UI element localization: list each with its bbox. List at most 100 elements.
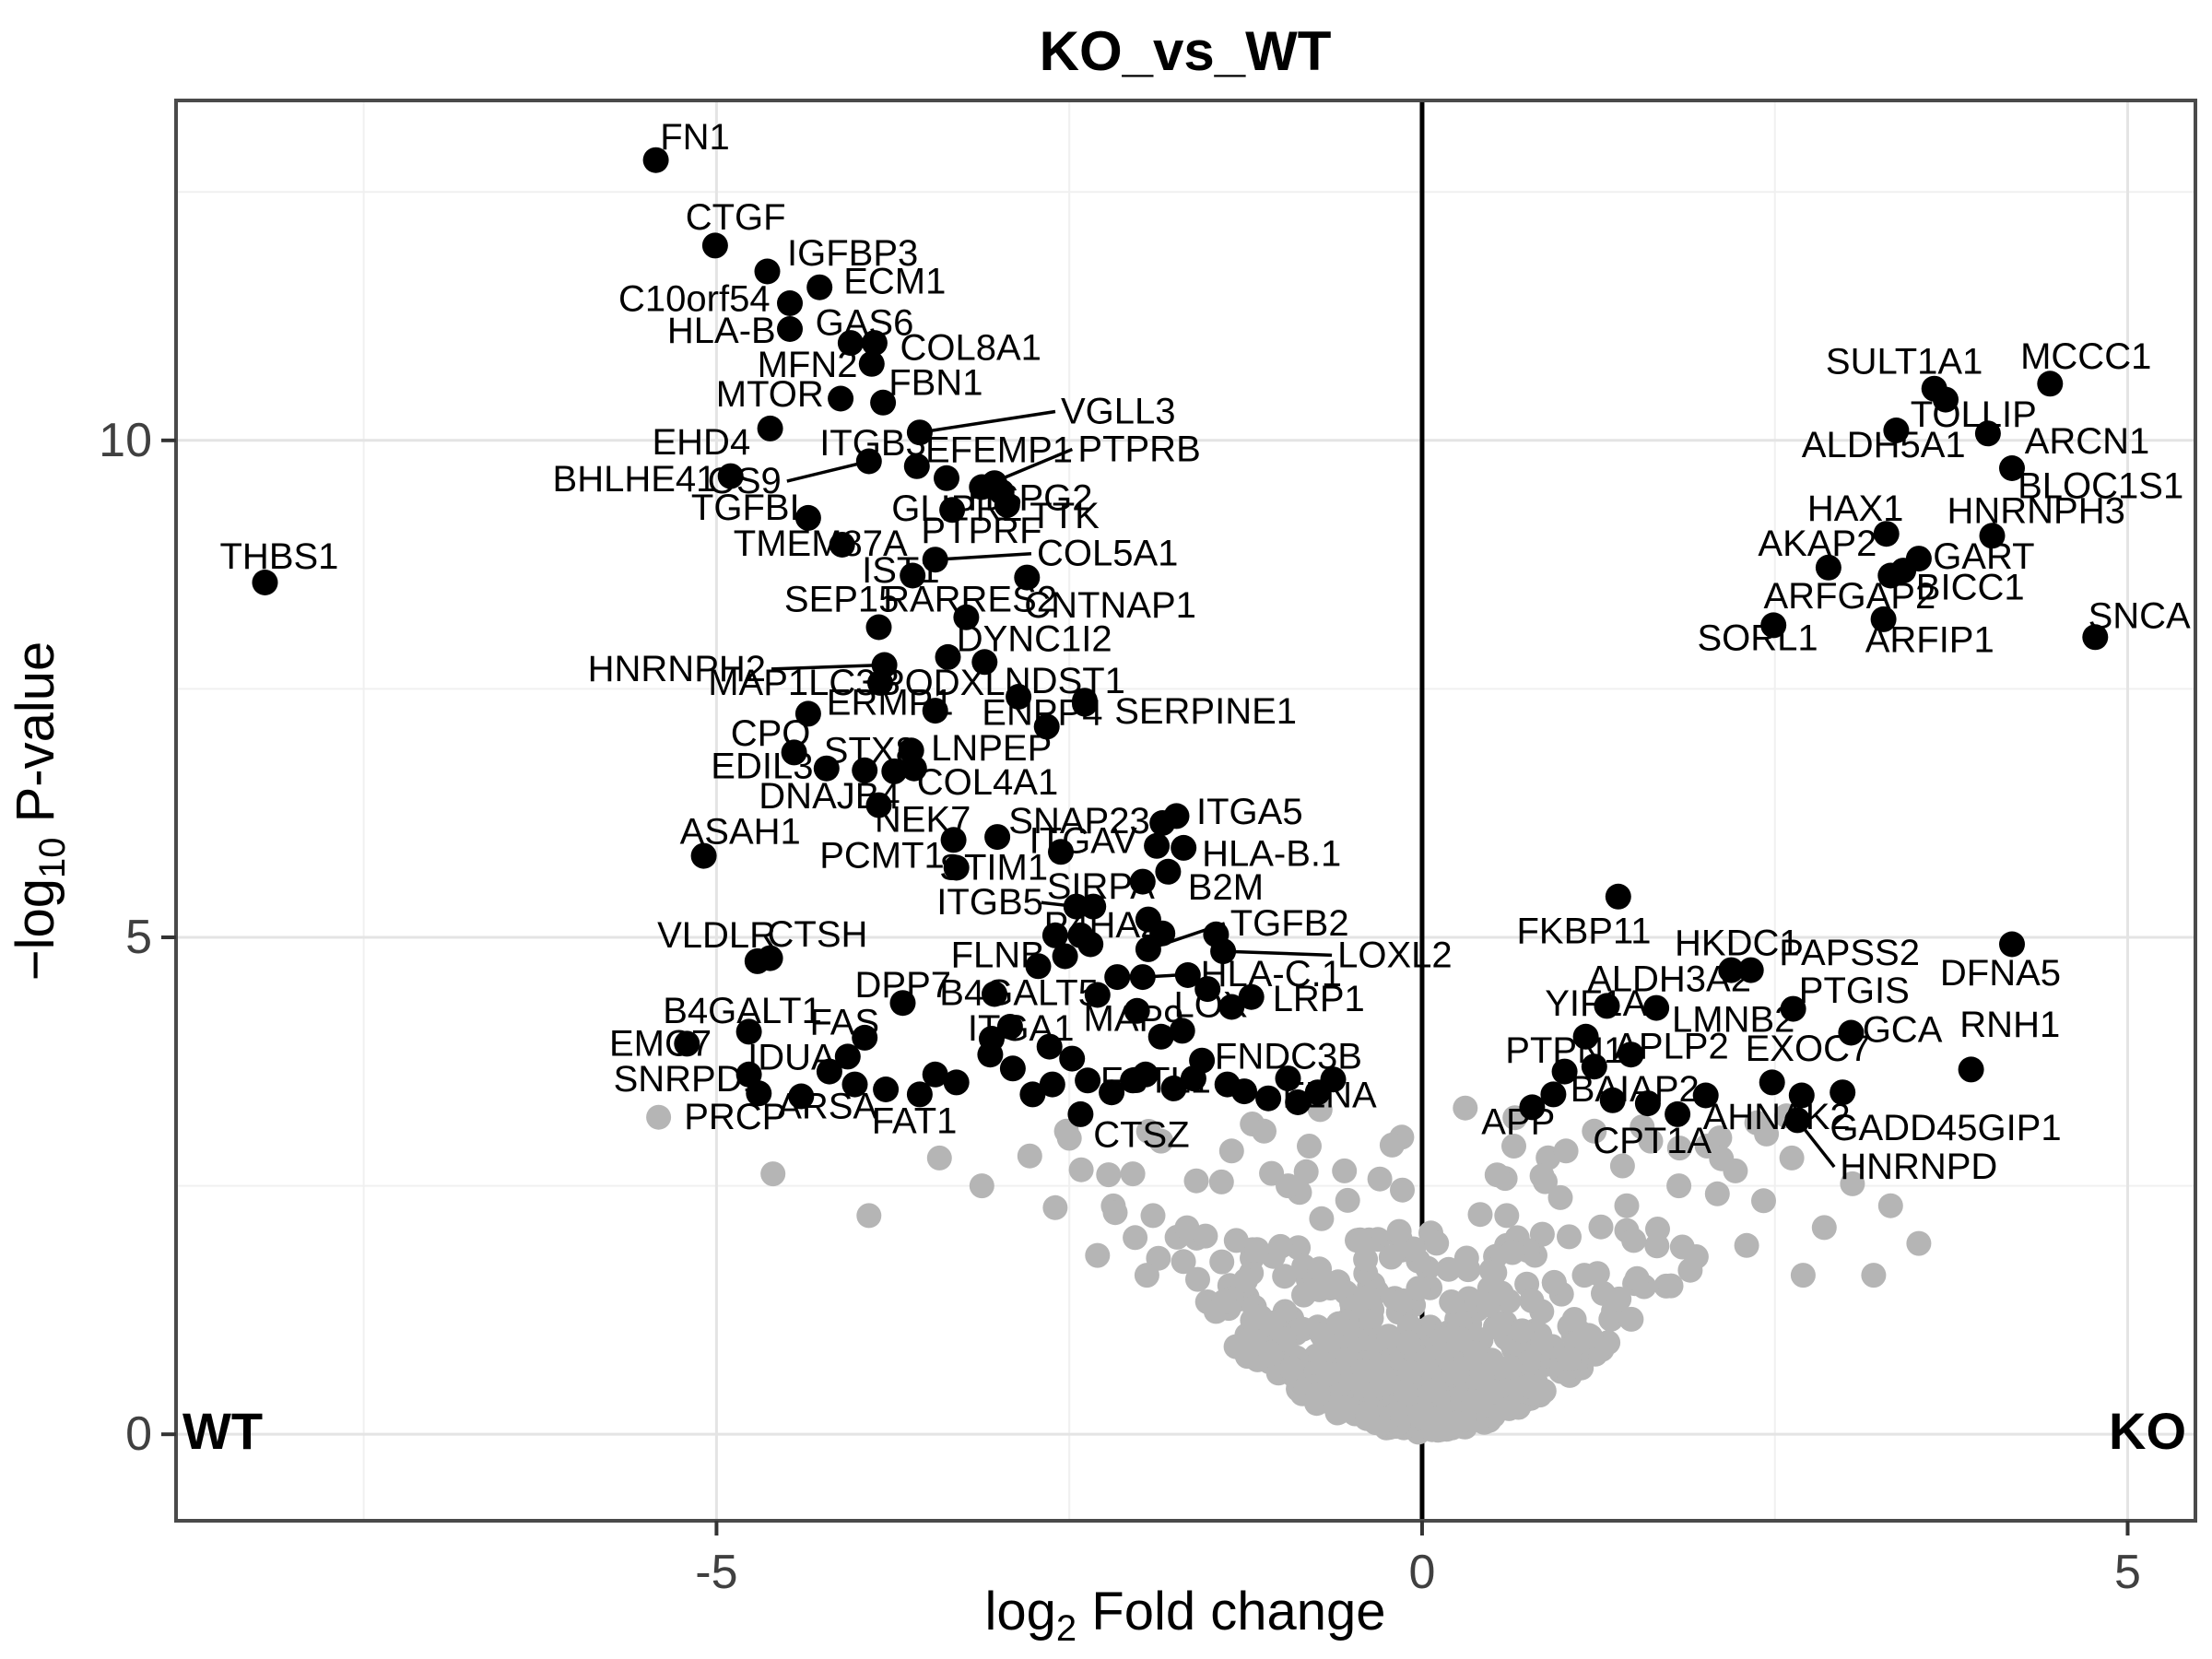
gene-label: C10orf54 bbox=[618, 279, 771, 320]
gene-point bbox=[934, 465, 959, 491]
background-point bbox=[1704, 1181, 1730, 1206]
gene-label: EHD4 bbox=[652, 422, 750, 463]
background-point bbox=[1085, 1242, 1111, 1268]
gene-point bbox=[1572, 1023, 1599, 1050]
gene-point bbox=[1883, 418, 1910, 443]
gene-point bbox=[2037, 371, 2064, 397]
gene-point bbox=[2082, 624, 2109, 651]
points-layer bbox=[252, 147, 2109, 1445]
background-point bbox=[1307, 1256, 1333, 1282]
gene-label: EFEMP1 bbox=[925, 430, 1073, 471]
background-point bbox=[1305, 1382, 1331, 1407]
background-point bbox=[1557, 1224, 1582, 1250]
background-point bbox=[1393, 1381, 1418, 1406]
gene-point bbox=[1067, 1100, 1094, 1127]
gene-label: FBN1 bbox=[888, 362, 982, 403]
background-point bbox=[1462, 1340, 1488, 1366]
significant-point bbox=[1285, 1089, 1312, 1115]
significant-point bbox=[1036, 1033, 1063, 1060]
significant-point bbox=[1194, 976, 1221, 1003]
gene-point bbox=[858, 350, 885, 377]
background-point bbox=[1183, 1168, 1209, 1194]
y-tick-label: 5 bbox=[125, 911, 152, 964]
gene-point bbox=[1014, 564, 1041, 591]
gene-label: CPQ bbox=[731, 713, 811, 754]
gene-label: ALDH3A2 bbox=[1587, 959, 1751, 999]
significant-point bbox=[1618, 1041, 1644, 1068]
gene-label: B2M bbox=[1188, 867, 1264, 908]
y-tick-label: 0 bbox=[125, 1407, 152, 1461]
background-point bbox=[1148, 1128, 1174, 1154]
background-point bbox=[1571, 1263, 1597, 1288]
background-point bbox=[1397, 1359, 1423, 1385]
gene-label: FKBP11 bbox=[1517, 912, 1652, 952]
gene-label: PTPRB bbox=[1077, 429, 1200, 470]
background-point bbox=[1134, 1263, 1159, 1288]
background-point bbox=[1561, 1307, 1587, 1332]
gene-point bbox=[1877, 562, 1904, 589]
background-point bbox=[1669, 1234, 1695, 1260]
background-point bbox=[1877, 1193, 1903, 1218]
background-point bbox=[1529, 1163, 1555, 1189]
background-point bbox=[1582, 1118, 1607, 1144]
background-point bbox=[1123, 1225, 1148, 1251]
gene-point bbox=[898, 737, 924, 764]
gene-point bbox=[1830, 1079, 1856, 1106]
gene-label: OS9 bbox=[708, 461, 782, 501]
background-point bbox=[1218, 1138, 1244, 1164]
gene-point bbox=[674, 1030, 700, 1057]
gene-point bbox=[994, 491, 1020, 518]
gene-label: IGFBP3 bbox=[787, 233, 918, 274]
gene-label: AKAP2 bbox=[1758, 524, 1877, 564]
background-point bbox=[1500, 1240, 1525, 1265]
background-point bbox=[1272, 1264, 1298, 1289]
background-point bbox=[1140, 1203, 1166, 1229]
background-point bbox=[1906, 1230, 1932, 1256]
background-point bbox=[1578, 1324, 1604, 1349]
background-point bbox=[1598, 1306, 1624, 1332]
gene-point bbox=[1838, 1019, 1865, 1046]
gene-point bbox=[1025, 953, 1052, 980]
gene-label: ENPP4 bbox=[982, 692, 1102, 733]
label-leader-line bbox=[935, 551, 1032, 561]
gene-label: ARFIP1 bbox=[1865, 620, 1994, 661]
background-point bbox=[1496, 1395, 1522, 1421]
gene-label: SIRPA bbox=[1047, 866, 1155, 907]
background-point bbox=[1174, 1215, 1200, 1241]
gene-point bbox=[701, 232, 728, 259]
gene-label: SEP15 bbox=[784, 579, 900, 619]
background-point bbox=[1286, 1235, 1312, 1261]
gene-point bbox=[1933, 386, 1959, 413]
significant-point bbox=[1067, 922, 1094, 948]
gene-point bbox=[1643, 994, 1670, 1021]
gene-label: DNAJB4 bbox=[759, 776, 900, 817]
background-point bbox=[1318, 1276, 1343, 1300]
gene-label: ITGAV bbox=[1030, 820, 1137, 861]
background-point bbox=[1556, 1346, 1582, 1371]
background-point bbox=[1309, 1322, 1335, 1347]
gene-label: SNAP23 bbox=[1008, 801, 1149, 841]
background-point bbox=[1509, 1318, 1535, 1344]
gene-label: HAX1 bbox=[1807, 488, 1903, 529]
gene-label: SNCA bbox=[2088, 596, 2191, 637]
gene-label: SNRPD1 bbox=[614, 1059, 763, 1100]
gene-point bbox=[1551, 1058, 1578, 1085]
gene-point bbox=[1780, 995, 1806, 1022]
significant-point bbox=[788, 1083, 815, 1110]
gene-label: MFN2 bbox=[758, 345, 858, 385]
gene-point bbox=[1815, 554, 1841, 581]
background-point bbox=[1248, 1304, 1274, 1330]
gene-label: PCMT1 bbox=[819, 836, 945, 877]
background-point bbox=[1621, 1228, 1647, 1253]
background-point bbox=[1096, 1162, 1122, 1188]
x-tick-label: -5 bbox=[695, 1546, 737, 1599]
significant-point bbox=[999, 1055, 1026, 1082]
gene-point bbox=[642, 147, 669, 173]
gene-label: LRP1 bbox=[1273, 979, 1365, 1019]
background-point bbox=[1211, 1288, 1237, 1314]
background-point bbox=[1278, 1356, 1304, 1382]
gene-label: BHLHE41 bbox=[553, 459, 717, 500]
gene-point bbox=[1171, 834, 1197, 861]
gene-point bbox=[1218, 994, 1245, 1020]
